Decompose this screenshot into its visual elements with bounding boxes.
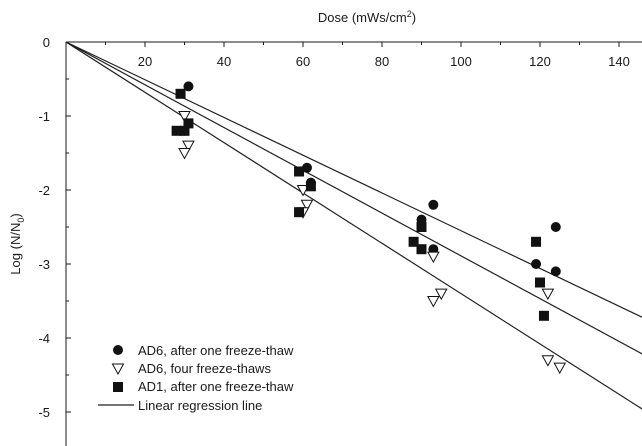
data-point-circle <box>183 81 194 92</box>
legend-marker-filled-circle <box>113 345 123 355</box>
data-point-triangle <box>427 251 440 264</box>
x-tick-label: 120 <box>529 54 551 69</box>
data-point-circle <box>550 266 561 277</box>
data-point-square <box>535 277 545 288</box>
data-point-square <box>531 236 542 247</box>
x-axis-title-main: Dose (mWs/cm <box>318 10 407 25</box>
x-tick-label: 40 <box>217 54 231 69</box>
x-tick-label: 80 <box>375 54 389 69</box>
y-axis-title-main: Log (N/N <box>8 223 23 275</box>
x-axis-title-sup: 2 <box>407 9 412 19</box>
data-point-triangle <box>296 185 310 197</box>
y-tick-label: 0 <box>43 35 50 50</box>
legend-entry-regression: Linear regression line <box>98 398 262 413</box>
y-tick-label: -1 <box>38 109 50 124</box>
y-axis-title: Log (N/N0) <box>8 213 26 274</box>
regression-lines <box>66 42 642 410</box>
x-tick-label: 100 <box>450 54 472 69</box>
data-point-square <box>538 310 549 321</box>
y-tick-label: -5 <box>38 405 50 420</box>
x-axis-title-end: ) <box>412 10 416 25</box>
data-point-square <box>416 244 427 255</box>
data-point-triangle <box>541 355 555 367</box>
data-point-square <box>183 118 194 129</box>
data-point-triangle <box>178 148 191 160</box>
data-point-triangle <box>182 140 195 153</box>
data-point-square <box>179 125 190 136</box>
axes: 20 40 60 80 100 120 140 0 -1 -2 -3 -4 -5 <box>38 35 642 446</box>
data-point-triangle <box>300 199 314 212</box>
data-point-square <box>294 166 305 177</box>
x-tick-label: 20 <box>138 54 152 69</box>
y-tick-label: -3 <box>38 257 50 272</box>
data-point-triangle <box>553 362 567 375</box>
data-point-triangle <box>434 288 448 301</box>
data-point-square <box>294 207 305 218</box>
y-axis-title-sub: 0 <box>16 218 26 223</box>
data-point-triangle <box>427 296 440 308</box>
y-tick-label: -4 <box>38 331 50 346</box>
data-point-circle <box>301 162 312 173</box>
legend-entry-ad6-one: AD6, after one freeze-thaw <box>113 343 294 358</box>
data-points <box>171 81 567 375</box>
data-point-square <box>305 181 316 192</box>
legend-entry-ad6-four: AD6, four freeze-thaws <box>111 361 271 376</box>
x-axis-title: Dose (mWs/cm2) <box>318 9 416 25</box>
y-axis-title-end: ) <box>8 213 23 217</box>
data-point-square <box>408 236 419 247</box>
legend-label-ad6-four: AD6, four freeze-thaws <box>138 361 271 376</box>
legend-entry-ad1-one: AD1, after one freeze-thaw <box>113 379 294 394</box>
regression-line <box>66 42 642 355</box>
legend-label-ad6-one: AD6, after one freeze-thaw <box>138 343 294 358</box>
data-point-square <box>171 125 182 136</box>
data-point-triangle <box>541 288 555 301</box>
data-point-circle <box>428 199 439 210</box>
x-tick-label: 60 <box>296 54 310 69</box>
legend-label-regression: Linear regression line <box>138 398 262 413</box>
data-point-square <box>175 88 186 99</box>
regression-line <box>66 42 642 318</box>
legend: AD6, after one freeze-thaw AD6, four fre… <box>98 343 294 413</box>
data-point-triangle <box>178 111 191 123</box>
x-tick-label: 140 <box>608 54 630 69</box>
legend-marker-filled-square <box>113 382 123 392</box>
legend-marker-open-triangle <box>111 363 125 376</box>
data-point-square <box>416 222 427 232</box>
legend-label-ad1-one: AD1, after one freeze-thaw <box>138 379 294 394</box>
data-point-circle <box>550 222 561 232</box>
regression-line <box>66 42 642 410</box>
data-point-circle <box>531 259 542 269</box>
y-tick-label: -2 <box>38 183 50 198</box>
